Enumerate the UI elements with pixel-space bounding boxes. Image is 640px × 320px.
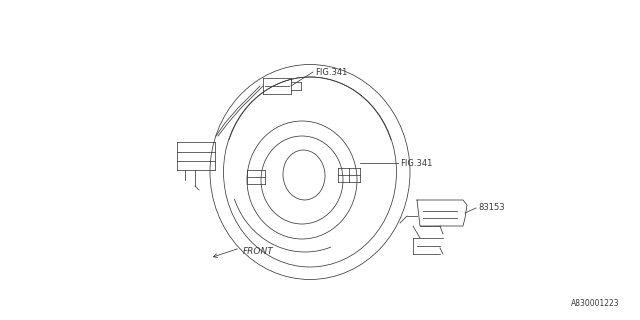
Text: FIG.341: FIG.341	[400, 158, 433, 167]
Text: FRONT: FRONT	[243, 246, 274, 255]
Text: 83153: 83153	[478, 204, 504, 212]
Text: A830001223: A830001223	[572, 299, 620, 308]
Text: FIG.341: FIG.341	[315, 68, 348, 76]
